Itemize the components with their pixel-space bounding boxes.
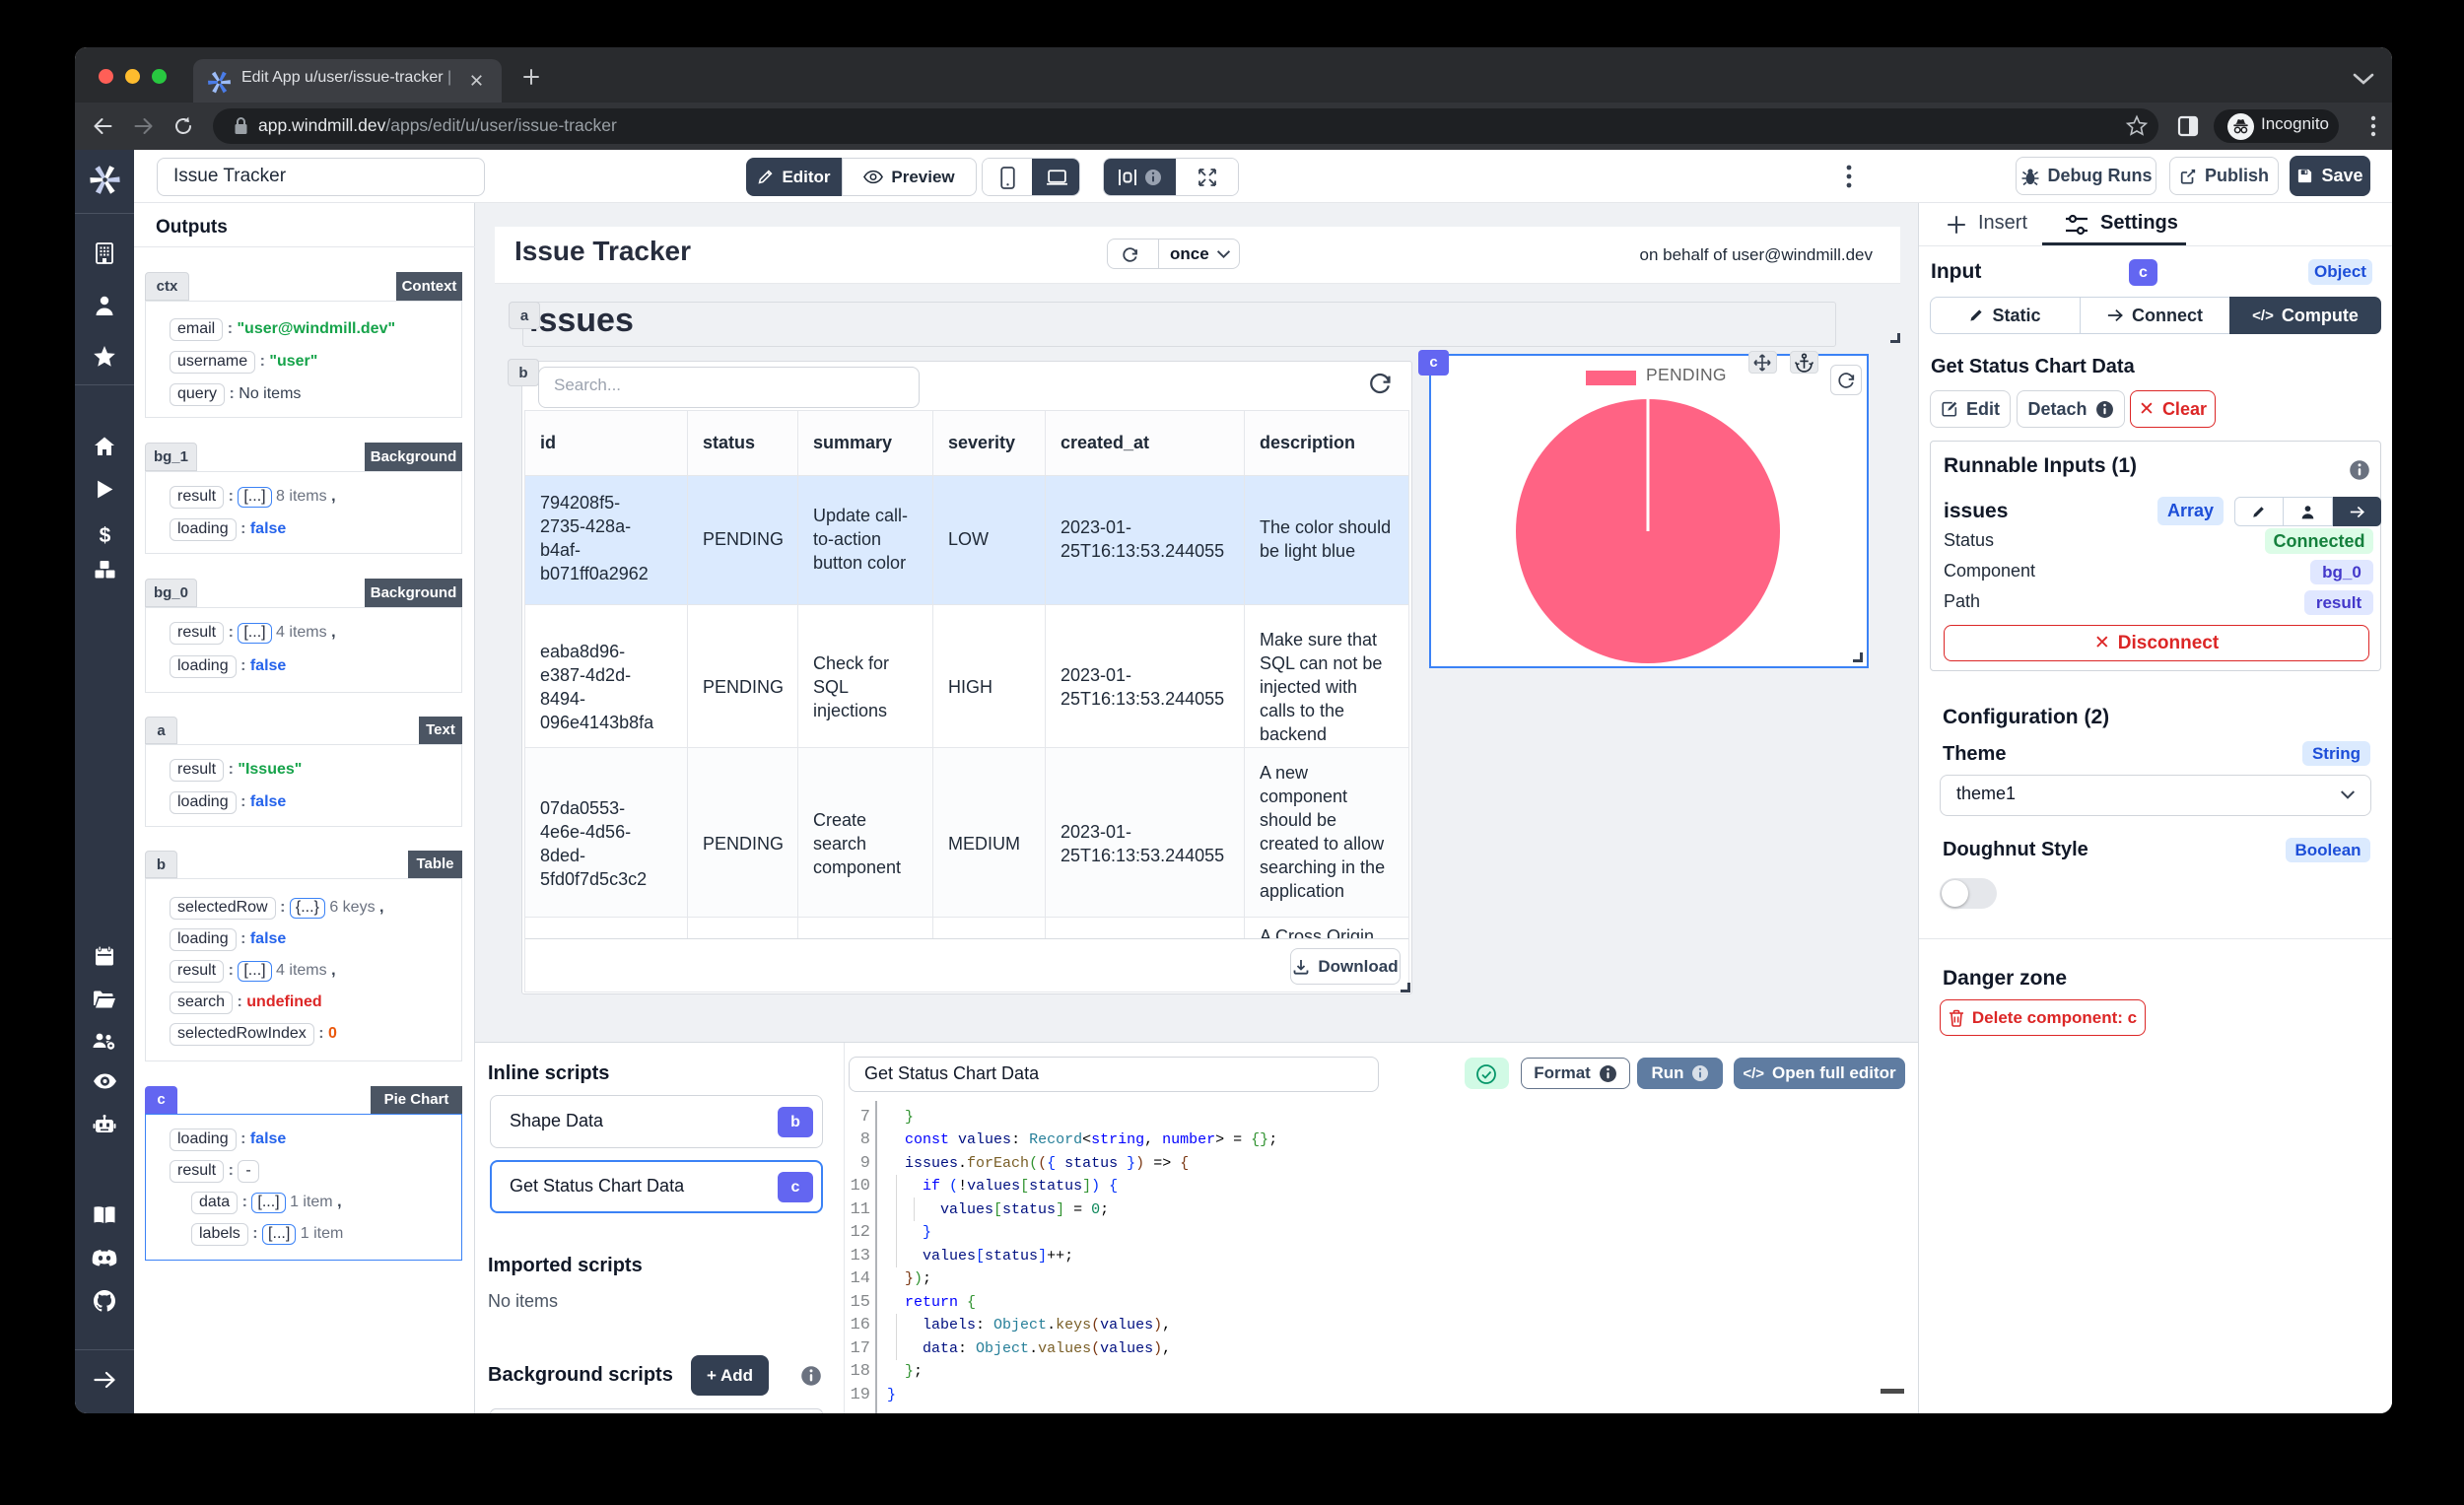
svg-text:$: $ [100,524,111,547]
